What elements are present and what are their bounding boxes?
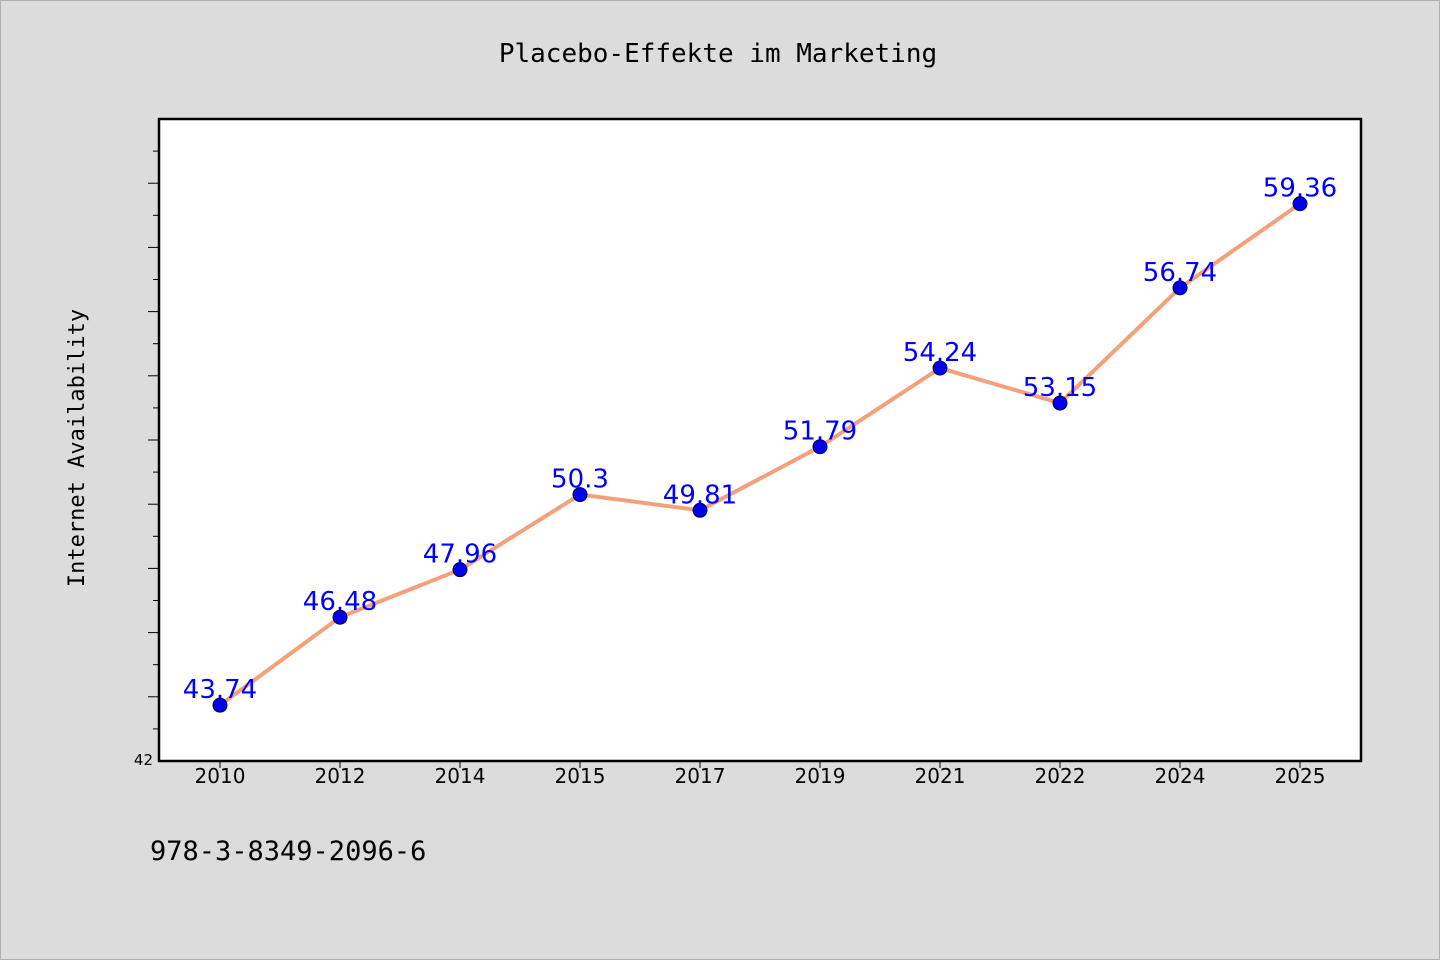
- x-tick-label: 2022: [1035, 764, 1086, 788]
- data-label: 46.48: [303, 587, 377, 617]
- x-tick-label: 2019: [795, 764, 846, 788]
- data-point: [452, 562, 468, 578]
- plot-area: [157, 117, 1363, 763]
- data-point: [212, 697, 228, 713]
- x-tick-label: 2021: [915, 764, 966, 788]
- x-tick-label: 2010: [195, 764, 246, 788]
- series-line: [218, 202, 1302, 707]
- data-label: 59.36: [1263, 174, 1337, 204]
- data-series: 43.74 46.48 47.96 50.3 49.81 51.79 54.24 53.15 5…: [183, 174, 1337, 713]
- x-axis-ticks: 2010 2012 2014 2015 2017 2019 2021 2022 2024 2025: [195, 761, 1326, 788]
- data-label: 50.3: [551, 465, 609, 495]
- data-point: [1172, 280, 1188, 296]
- data-label: 51.79: [783, 417, 857, 447]
- y-axis-label: Internet Availability: [65, 309, 90, 587]
- data-label: 49.81: [663, 480, 737, 510]
- data-label: 56.74: [1143, 258, 1217, 288]
- data-point: [692, 502, 708, 518]
- data-point: [1052, 395, 1068, 411]
- isbn-text: 978-3-8349-2096-6: [150, 836, 427, 867]
- data-label: 53.15: [1023, 373, 1097, 403]
- x-tick-label: 2025: [1275, 764, 1326, 788]
- x-tick-label: 2012: [315, 764, 366, 788]
- data-label: 43.74: [183, 675, 257, 705]
- data-point: [572, 487, 588, 503]
- data-label: 47.96: [423, 540, 497, 570]
- data-point: [932, 360, 948, 376]
- x-tick-label: 2014: [435, 764, 486, 788]
- y-axis-ticks: 42: [134, 150, 159, 769]
- data-point: [332, 609, 348, 625]
- chart-title: Placebo-Effekte im Marketing: [499, 39, 937, 69]
- x-tick-label: 2015: [555, 764, 606, 788]
- y-tick-label: 42: [134, 751, 153, 769]
- data-point: [812, 439, 828, 455]
- x-tick-label: 2024: [1155, 764, 1206, 788]
- x-tick-label: 2017: [675, 764, 726, 788]
- data-point: [1292, 196, 1308, 212]
- data-label: 54.24: [903, 338, 977, 368]
